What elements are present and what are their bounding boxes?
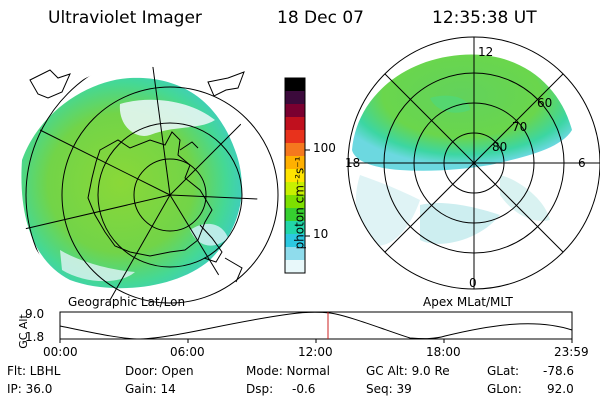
timeline-xtick-0600: 06:00: [170, 345, 205, 359]
colorbar-segment: [285, 221, 305, 235]
left-panel-caption: Geographic Lat/Lon: [68, 295, 186, 309]
seq-info: Seq: 39: [366, 382, 412, 396]
colorbar-segment: [285, 247, 305, 261]
glat-value: -78.6: [543, 364, 575, 378]
colorbar-segment: [285, 91, 305, 105]
magnetic-map: [347, 36, 600, 290]
mlt-label-6: 6: [578, 156, 586, 170]
mlt-label-12: 12: [478, 45, 494, 59]
dsp-label: Dsp:: [246, 382, 274, 396]
colorbar-segment: [285, 130, 305, 144]
mlt-label-18: 18: [345, 156, 361, 170]
timeline-xtick-1200: 12:00: [298, 345, 333, 359]
gain-info: Gain: 14: [125, 382, 176, 396]
colorbar-segment: [285, 156, 305, 170]
colorbar-segment: [285, 117, 305, 131]
glon-label: GLon:: [487, 382, 522, 396]
colorbar-segment: [285, 78, 305, 92]
colorbar-segment: [285, 260, 305, 274]
timeline-xtick-0000: 00:00: [43, 345, 78, 359]
timeline-ytick-1-8: 1.8: [25, 330, 45, 344]
colorbar-segment: [285, 104, 305, 118]
time-label: 12:35:38 UT: [432, 8, 537, 28]
mlat-label-70: 70: [512, 120, 528, 134]
glat-label: GLat:: [487, 364, 520, 378]
ip-info: IP: 36.0: [7, 382, 53, 396]
timeline-ytick-9: 9.0: [25, 307, 45, 321]
colorbar-tick-label-10: 10: [313, 227, 329, 241]
mlat-label-60: 60: [537, 96, 553, 110]
date-label: 18 Dec 07: [277, 8, 364, 28]
colorbar-segment: [285, 182, 305, 196]
geographic-map: [18, 66, 279, 306]
colorbar-segment: [285, 169, 305, 183]
right-panel-caption: Apex MLat/MLT: [423, 295, 513, 309]
colorbar-segment: [285, 234, 305, 248]
colorbar: [285, 78, 305, 274]
door-info: Door: Open: [125, 364, 194, 378]
dsp-value: -0.6: [292, 382, 316, 396]
colorbar-tick-label-100: 100: [313, 141, 336, 155]
mode-info: Mode: Normal: [246, 364, 330, 378]
app-title: Ultraviolet Imager: [48, 8, 202, 28]
filter-info: Flt: LBHL: [7, 364, 61, 378]
timeline-xtick-1800: 18:00: [426, 345, 461, 359]
glon-value: 92.0: [547, 382, 574, 396]
colorbar-unit-label: photon cm⁻²s⁻¹: [292, 156, 307, 250]
gc-alt-info: GC Alt: 9.0 Re: [366, 364, 450, 378]
colorbar-segment: [285, 143, 305, 157]
colorbar-segment: [285, 208, 305, 222]
mlt-label-0: 0: [469, 276, 477, 290]
altitude-timeline: [59, 311, 573, 343]
colorbar-frame: [284, 77, 306, 274]
timeline-xtick-2359: 23:59: [554, 345, 589, 359]
mlat-label-80: 80: [492, 140, 508, 154]
colorbar-segment: [285, 195, 305, 209]
